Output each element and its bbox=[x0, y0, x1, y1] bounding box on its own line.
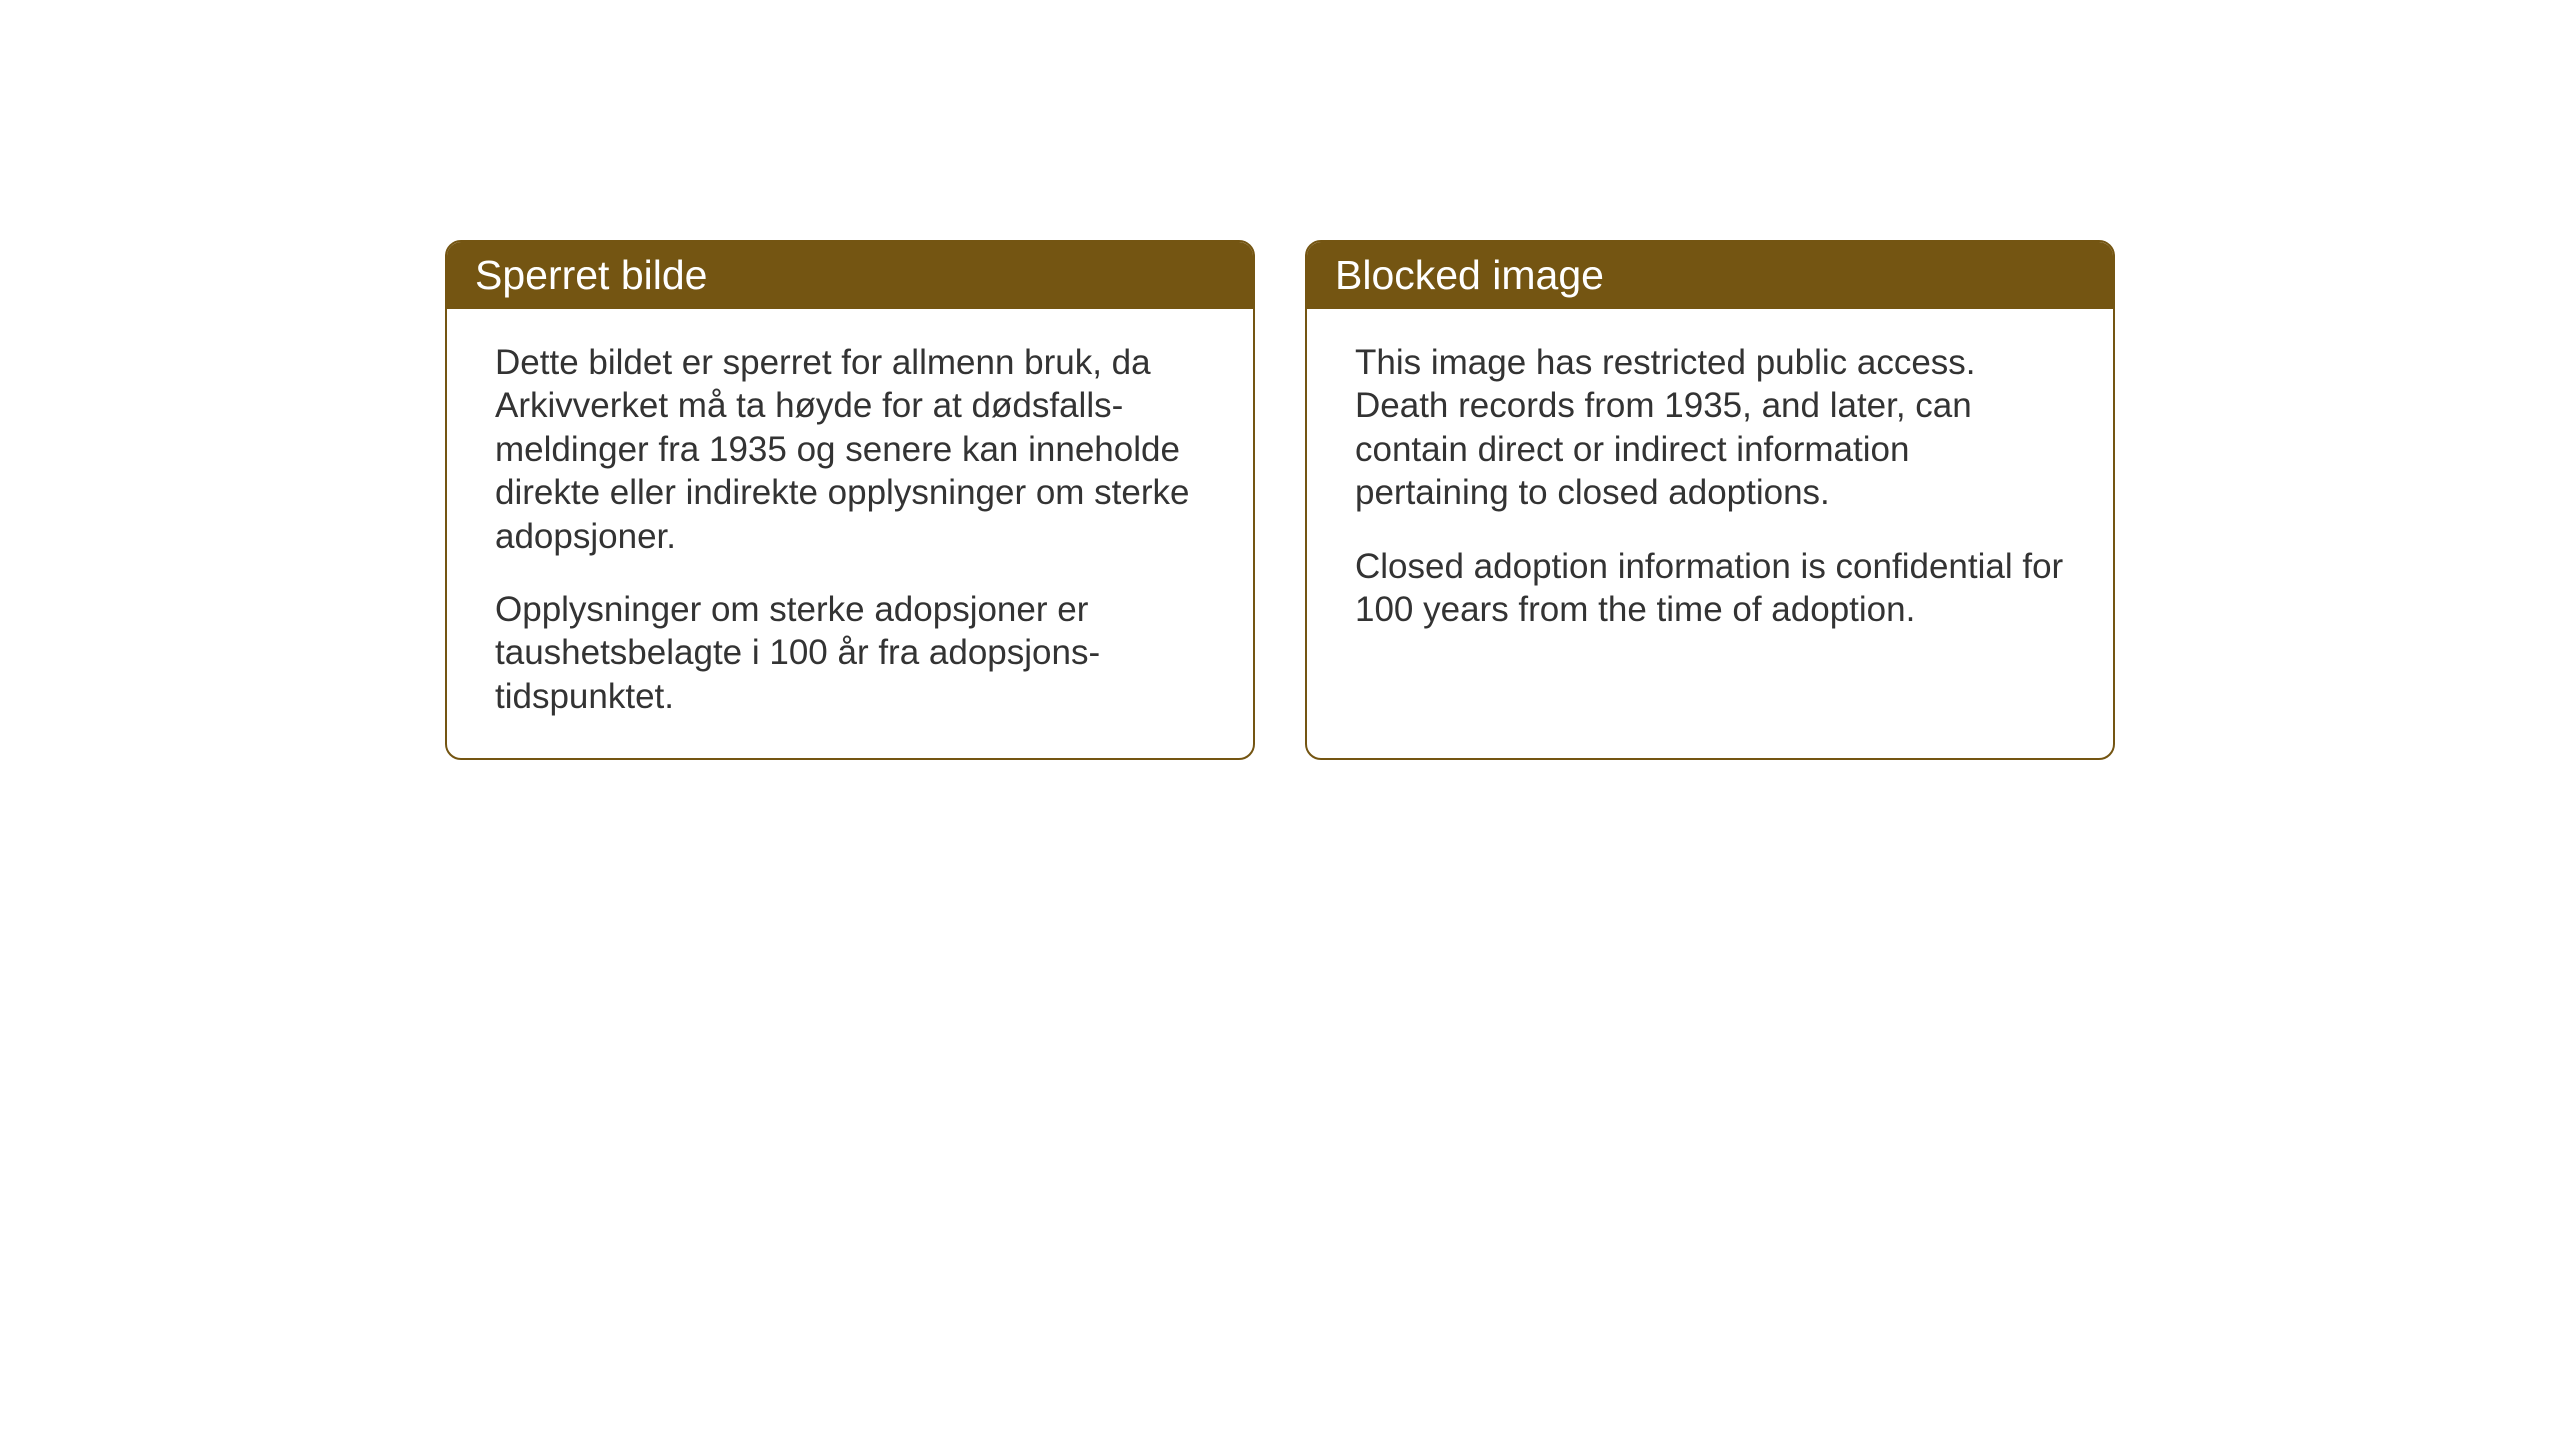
card-body-norwegian: Dette bildet er sperret for allmenn bruk… bbox=[447, 309, 1253, 758]
card-paragraph: Opplysninger om sterke adopsjoner er tau… bbox=[495, 588, 1205, 718]
notice-container: Sperret bilde Dette bildet er sperret fo… bbox=[445, 240, 2115, 760]
notice-card-english: Blocked image This image has restricted … bbox=[1305, 240, 2115, 760]
card-paragraph: Closed adoption information is confident… bbox=[1355, 545, 2065, 632]
card-header-norwegian: Sperret bilde bbox=[447, 242, 1253, 309]
card-title: Blocked image bbox=[1335, 252, 1604, 298]
card-paragraph: This image has restricted public access.… bbox=[1355, 341, 2065, 515]
notice-card-norwegian: Sperret bilde Dette bildet er sperret fo… bbox=[445, 240, 1255, 760]
card-title: Sperret bilde bbox=[475, 252, 707, 298]
card-body-english: This image has restricted public access.… bbox=[1307, 309, 2113, 671]
card-header-english: Blocked image bbox=[1307, 242, 2113, 309]
card-paragraph: Dette bildet er sperret for allmenn bruk… bbox=[495, 341, 1205, 558]
